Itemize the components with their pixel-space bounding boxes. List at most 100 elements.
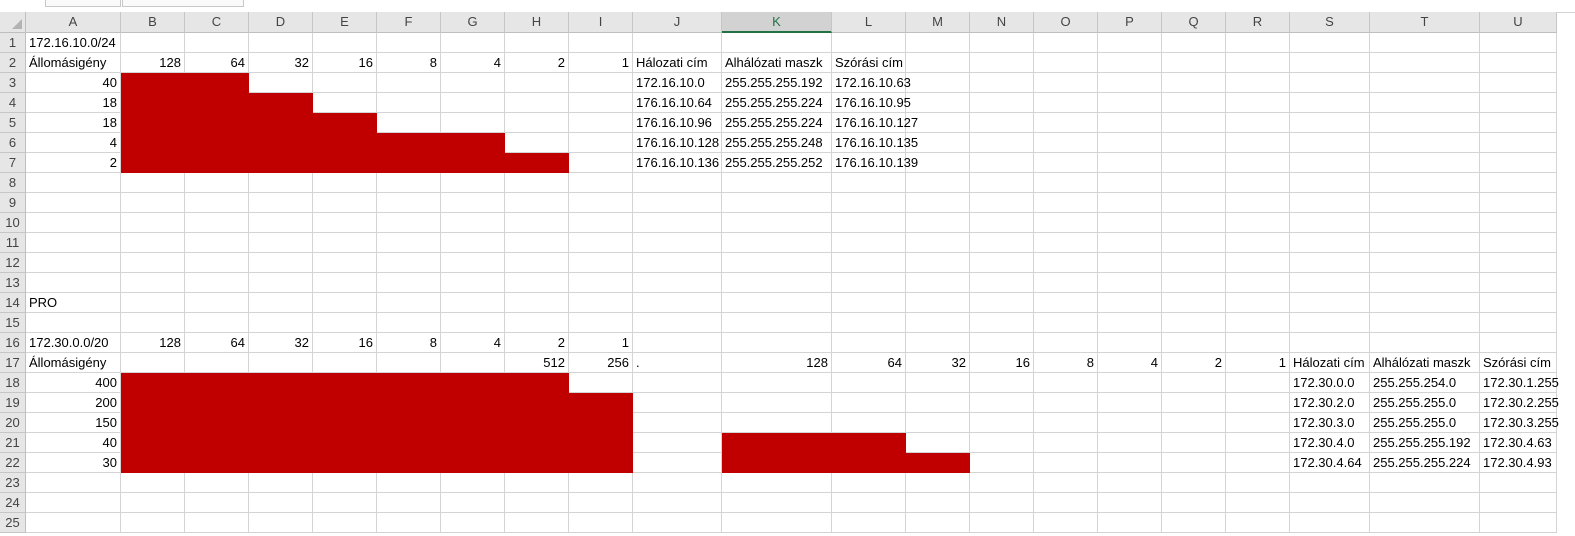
cell-e15[interactable] [313, 313, 377, 333]
cell-s6[interactable] [1290, 133, 1370, 153]
column-header-d[interactable]: D [249, 12, 313, 33]
cell-j13[interactable] [633, 273, 722, 293]
cell-a24[interactable] [26, 493, 121, 513]
cell-m19[interactable] [906, 393, 970, 413]
cell-o2[interactable] [1034, 53, 1098, 73]
cell-u18[interactable]: 172.30.1.255 [1480, 373, 1559, 393]
cell-e19[interactable] [313, 393, 377, 413]
cell-a15[interactable] [26, 313, 121, 333]
cell-t7[interactable] [1370, 153, 1480, 173]
cell-o18[interactable] [1034, 373, 1098, 393]
cell-c11[interactable] [185, 233, 249, 253]
cell-s24[interactable] [1290, 493, 1370, 513]
cell-a12[interactable] [26, 253, 121, 273]
cell-i21[interactable] [569, 433, 633, 453]
cell-k21[interactable] [722, 433, 832, 453]
cell-q20[interactable] [1162, 413, 1226, 433]
cell-f7[interactable] [377, 153, 441, 173]
cell-q18[interactable] [1162, 373, 1226, 393]
cell-d7[interactable] [249, 153, 313, 173]
cell-e14[interactable] [313, 293, 377, 313]
cell-c3[interactable] [185, 73, 249, 93]
cell-j16[interactable] [633, 333, 722, 353]
cell-g13[interactable] [441, 273, 505, 293]
cell-k10[interactable] [722, 213, 832, 233]
cell-a22[interactable]: 30 [26, 453, 121, 473]
cell-e11[interactable] [313, 233, 377, 253]
cell-a6[interactable]: 4 [26, 133, 121, 153]
cell-u13[interactable] [1480, 273, 1557, 293]
cell-c17[interactable] [185, 353, 249, 373]
cell-d23[interactable] [249, 473, 313, 493]
cell-j2[interactable]: Hálozati cím [633, 53, 722, 73]
cell-j23[interactable] [633, 473, 722, 493]
cell-d13[interactable] [249, 273, 313, 293]
cell-j21[interactable] [633, 433, 722, 453]
cell-p18[interactable] [1098, 373, 1162, 393]
cell-b20[interactable] [121, 413, 185, 433]
cell-m10[interactable] [906, 213, 970, 233]
cell-o1[interactable] [1034, 33, 1098, 53]
cell-s18[interactable]: 172.30.0.0 [1290, 373, 1370, 393]
cell-b16[interactable]: 128 [121, 333, 185, 353]
cell-r14[interactable] [1226, 293, 1290, 313]
cell-u11[interactable] [1480, 233, 1557, 253]
cell-t15[interactable] [1370, 313, 1480, 333]
cell-s16[interactable] [1290, 333, 1370, 353]
cell-j6[interactable]: 176.16.10.128 [633, 133, 722, 153]
cell-i7[interactable] [569, 153, 633, 173]
cell-e25[interactable] [313, 513, 377, 533]
row-header-10[interactable]: 10 [0, 213, 26, 233]
cell-i8[interactable] [569, 173, 633, 193]
cell-i1[interactable] [569, 33, 633, 53]
cell-u14[interactable] [1480, 293, 1557, 313]
cell-e24[interactable] [313, 493, 377, 513]
cell-n8[interactable] [970, 173, 1034, 193]
row-header-23[interactable]: 23 [0, 473, 26, 493]
cell-o4[interactable] [1034, 93, 1098, 113]
cell-t6[interactable] [1370, 133, 1480, 153]
cell-r24[interactable] [1226, 493, 1290, 513]
cell-m9[interactable] [906, 193, 970, 213]
cell-f11[interactable] [377, 233, 441, 253]
cell-p25[interactable] [1098, 513, 1162, 533]
cell-e20[interactable] [313, 413, 377, 433]
cell-p12[interactable] [1098, 253, 1162, 273]
cell-q19[interactable] [1162, 393, 1226, 413]
column-header-c[interactable]: C [185, 12, 249, 33]
cell-m23[interactable] [906, 473, 970, 493]
row-header-24[interactable]: 24 [0, 493, 26, 513]
cell-a23[interactable] [26, 473, 121, 493]
cell-l4[interactable]: 176.16.10.95 [832, 93, 911, 113]
cell-n10[interactable] [970, 213, 1034, 233]
cell-m25[interactable] [906, 513, 970, 533]
cell-h5[interactable] [505, 113, 569, 133]
cell-i20[interactable] [569, 413, 633, 433]
column-header-o[interactable]: O [1034, 12, 1098, 33]
cell-p23[interactable] [1098, 473, 1162, 493]
cell-h2[interactable]: 2 [505, 53, 569, 73]
cell-u24[interactable] [1480, 493, 1557, 513]
column-header-u[interactable]: U [1480, 12, 1557, 33]
cell-m6[interactable] [906, 133, 970, 153]
cell-d15[interactable] [249, 313, 313, 333]
cell-n13[interactable] [970, 273, 1034, 293]
cell-j17[interactable]: . [633, 353, 722, 373]
cell-b22[interactable] [121, 453, 185, 473]
cell-n4[interactable] [970, 93, 1034, 113]
cell-u2[interactable] [1480, 53, 1557, 73]
cell-f3[interactable] [377, 73, 441, 93]
cell-s25[interactable] [1290, 513, 1370, 533]
cell-r4[interactable] [1226, 93, 1290, 113]
cell-o13[interactable] [1034, 273, 1098, 293]
cell-j14[interactable] [633, 293, 722, 313]
cell-c25[interactable] [185, 513, 249, 533]
cell-p1[interactable] [1098, 33, 1162, 53]
cell-e17[interactable] [313, 353, 377, 373]
cell-q15[interactable] [1162, 313, 1226, 333]
cell-o11[interactable] [1034, 233, 1098, 253]
cell-f9[interactable] [377, 193, 441, 213]
cell-o24[interactable] [1034, 493, 1098, 513]
cell-d22[interactable] [249, 453, 313, 473]
formula-bar-edge[interactable] [122, 0, 244, 7]
